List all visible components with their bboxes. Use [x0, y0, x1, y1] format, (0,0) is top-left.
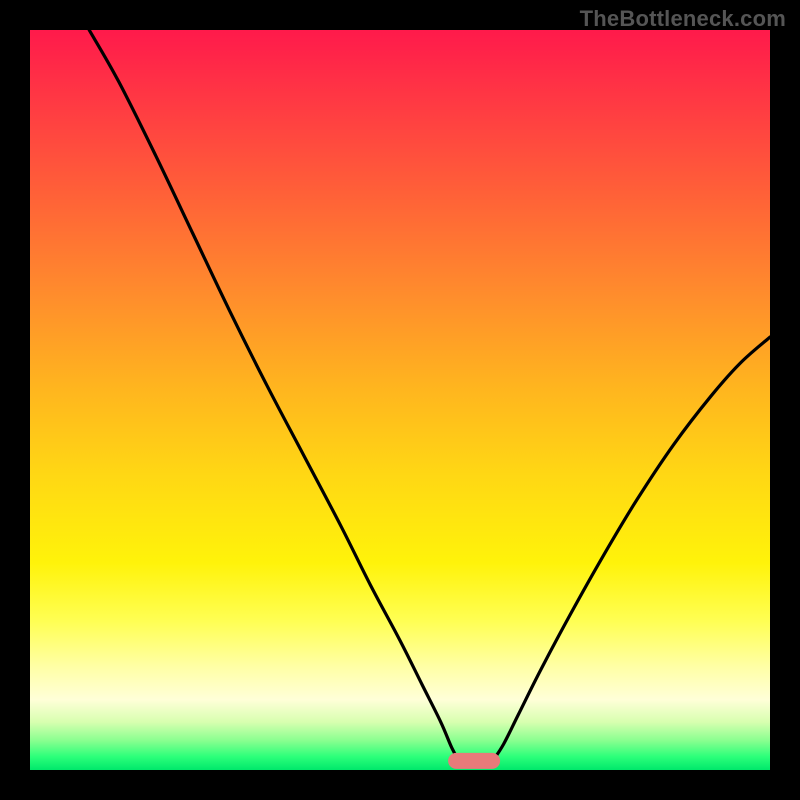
- border-right: [770, 0, 800, 800]
- minimum-marker: [448, 753, 500, 769]
- v-curve: [30, 30, 770, 770]
- curve-right-branch: [493, 337, 771, 761]
- curve-left-branch: [89, 30, 459, 761]
- border-left: [0, 0, 30, 800]
- border-bottom: [0, 770, 800, 800]
- plot-area: [30, 30, 770, 770]
- watermark-text: TheBottleneck.com: [580, 6, 786, 32]
- chart-frame: TheBottleneck.com: [0, 0, 800, 800]
